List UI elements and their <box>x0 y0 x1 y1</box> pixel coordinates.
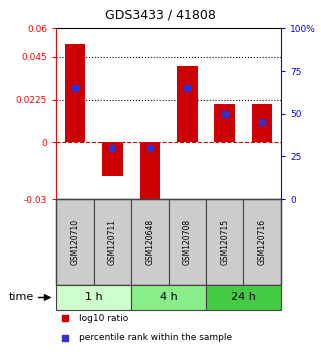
Bar <box>94 199 131 285</box>
Text: GSM120708: GSM120708 <box>183 219 192 265</box>
Text: 24 h: 24 h <box>231 292 256 302</box>
Bar <box>177 66 197 142</box>
Point <box>185 85 190 91</box>
Point <box>222 111 227 116</box>
Text: percentile rank within the sample: percentile rank within the sample <box>79 333 232 342</box>
Text: GSM120715: GSM120715 <box>220 219 229 265</box>
Bar <box>131 285 206 310</box>
Point <box>63 315 68 321</box>
Bar <box>140 142 160 211</box>
Text: time: time <box>8 292 34 302</box>
Bar <box>243 199 281 285</box>
Point <box>72 85 77 91</box>
Point <box>63 335 68 341</box>
Bar <box>65 44 85 142</box>
Bar <box>206 199 243 285</box>
Point <box>110 145 115 151</box>
Bar <box>206 285 281 310</box>
Text: 1 h: 1 h <box>85 292 102 302</box>
Text: log10 ratio: log10 ratio <box>79 314 128 323</box>
Point <box>260 120 265 125</box>
Bar <box>252 104 273 142</box>
Text: GDS3433 / 41808: GDS3433 / 41808 <box>105 9 216 22</box>
Bar <box>131 199 169 285</box>
Text: GSM120716: GSM120716 <box>258 219 267 265</box>
Text: 4 h: 4 h <box>160 292 178 302</box>
Text: GSM120710: GSM120710 <box>70 219 79 265</box>
Bar <box>56 285 131 310</box>
Point <box>147 145 152 151</box>
Bar <box>102 142 123 176</box>
Bar <box>214 104 235 142</box>
Bar <box>169 199 206 285</box>
Text: GSM120711: GSM120711 <box>108 219 117 265</box>
Text: GSM120648: GSM120648 <box>145 219 154 265</box>
Bar <box>56 199 94 285</box>
